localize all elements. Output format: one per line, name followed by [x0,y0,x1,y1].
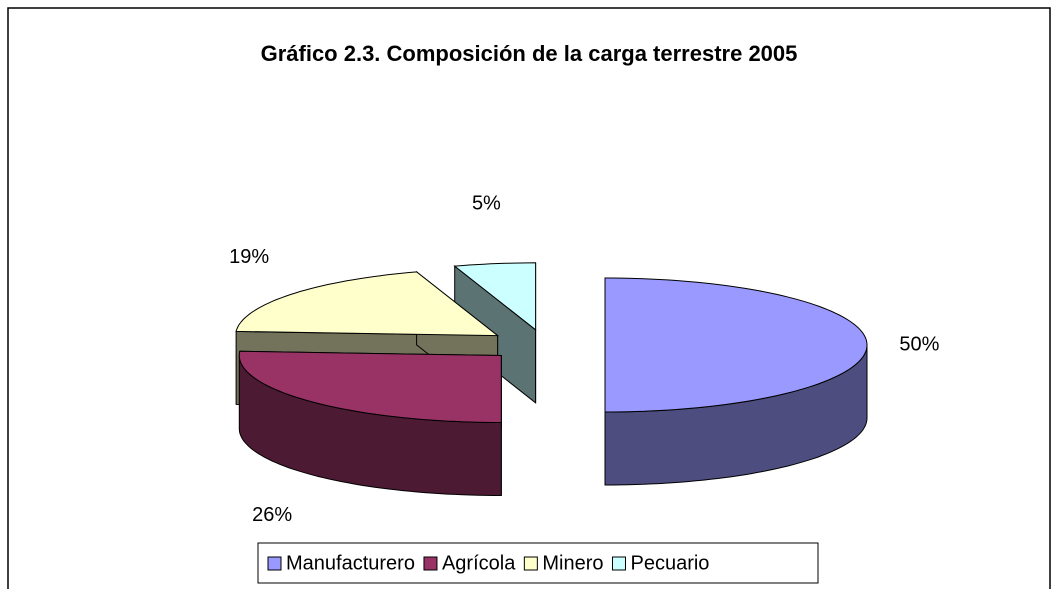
legend-label: Pecuario [630,552,709,574]
legend-label: Agrícola [442,552,516,574]
data-label: 50% [899,333,939,355]
legend-label: Manufacturero [286,552,415,574]
chart-title: Gráfico 2.3. Composición de la carga ter… [261,41,798,66]
pie [235,262,868,496]
data-label: 19% [229,246,269,268]
slice [238,350,502,496]
slice-top [235,271,500,337]
slice [604,277,868,486]
legend-swatch [523,556,538,571]
legend-swatch [611,556,626,571]
chart-frame [7,7,1051,589]
data-label: 26% [252,504,292,526]
legend-swatch [423,556,438,571]
slice-top [238,350,502,423]
legend: Manufacturero Agrícola Minero Pecuario [267,552,709,574]
legend-box [257,542,819,584]
legend-swatch [267,556,282,571]
data-label: 5% [472,192,501,214]
legend-label: Minero [542,552,603,574]
slice-top [453,262,537,331]
slice-top [604,277,868,413]
